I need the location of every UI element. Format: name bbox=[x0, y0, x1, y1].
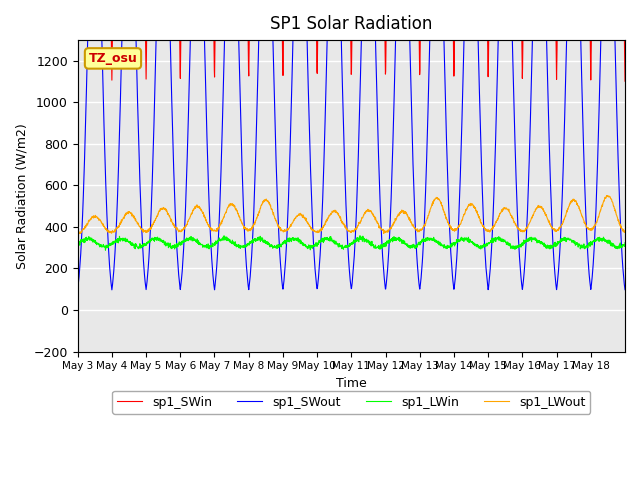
sp1_SWout bbox=[547, 204, 555, 210]
sp1_LWin bbox=[129, 242, 136, 248]
Title: SP1 Solar Radiation: SP1 Solar Radiation bbox=[270, 15, 433, 33]
sp1_LWin bbox=[356, 233, 364, 239]
sp1_LWin bbox=[247, 240, 255, 246]
sp1_LWout bbox=[614, 216, 621, 221]
sp1_LWin bbox=[547, 244, 555, 250]
sp1_LWout bbox=[74, 231, 81, 237]
sp1_LWin bbox=[516, 242, 524, 248]
sp1_LWin bbox=[385, 238, 392, 243]
sp1_LWout bbox=[547, 223, 555, 229]
sp1_LWin bbox=[74, 240, 81, 246]
sp1_LWout bbox=[385, 228, 392, 234]
sp1_LWout bbox=[74, 231, 82, 237]
sp1_LWin bbox=[614, 244, 621, 250]
Y-axis label: Solar Radiation (W/m2): Solar Radiation (W/m2) bbox=[15, 123, 28, 269]
sp1_SWin bbox=[621, 78, 629, 84]
Line: sp1_SWin: sp1_SWin bbox=[77, 0, 625, 81]
sp1_LWin bbox=[621, 240, 629, 246]
sp1_SWout bbox=[516, 264, 524, 270]
sp1_SWin bbox=[74, 78, 81, 84]
Line: sp1_LWout: sp1_LWout bbox=[77, 196, 625, 234]
sp1_SWout bbox=[108, 287, 116, 293]
sp1_SWout bbox=[247, 267, 255, 273]
sp1_SWout bbox=[614, 140, 621, 146]
sp1_LWout bbox=[516, 227, 524, 232]
Legend: sp1_SWin, sp1_SWout, sp1_LWin, sp1_LWout: sp1_SWin, sp1_SWout, sp1_LWin, sp1_LWout bbox=[113, 391, 590, 414]
sp1_LWout bbox=[247, 228, 255, 233]
X-axis label: Time: Time bbox=[336, 377, 367, 390]
Text: TZ_osu: TZ_osu bbox=[88, 52, 138, 65]
sp1_SWout bbox=[74, 287, 81, 292]
sp1_LWin bbox=[102, 247, 109, 253]
sp1_LWout bbox=[621, 228, 629, 234]
sp1_SWout bbox=[385, 256, 392, 262]
Line: sp1_LWin: sp1_LWin bbox=[77, 236, 625, 250]
sp1_LWout bbox=[603, 193, 611, 199]
sp1_LWout bbox=[129, 213, 136, 219]
sp1_SWout bbox=[621, 287, 629, 293]
Line: sp1_SWout: sp1_SWout bbox=[77, 0, 625, 290]
